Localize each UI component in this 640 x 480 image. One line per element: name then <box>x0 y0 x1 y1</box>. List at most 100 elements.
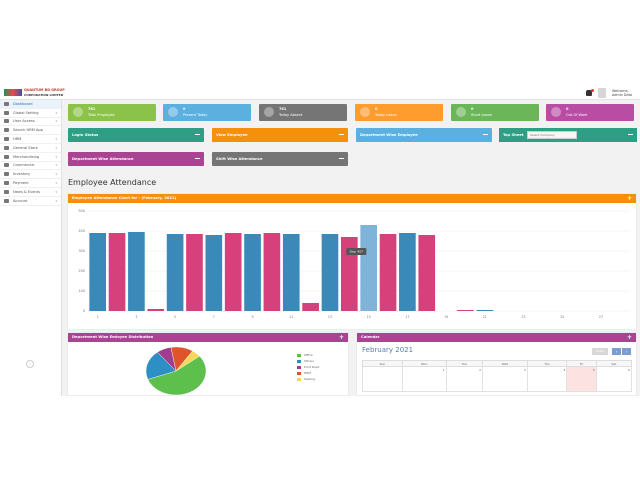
y-tick-label: 200 <box>79 269 85 273</box>
chart-bar[interactable] <box>147 309 165 311</box>
sidebar: Dashboard Global Setting ▾ User Access ▾ S… <box>0 100 62 396</box>
plus-icon[interactable]: + <box>626 195 632 202</box>
calendar-day[interactable]: 6 <box>595 366 633 392</box>
legend-item: Office <box>297 352 320 358</box>
sidebar-item-dashboard[interactable]: Dashboard <box>0 100 61 109</box>
box-icon <box>4 172 9 177</box>
chart-bar[interactable] <box>282 234 300 311</box>
calendar-today-button[interactable]: today <box>592 348 608 355</box>
chart-bar[interactable] <box>224 233 242 311</box>
calendar-day[interactable]: 5 <box>566 366 597 392</box>
users-icon <box>73 107 83 117</box>
stat-card-today-leave[interactable]: 0 Today Leave <box>355 104 443 121</box>
sidebar-item-label: Merchandising <box>13 154 40 159</box>
calendar-day[interactable]: 3 <box>482 366 528 392</box>
chart-bar[interactable] <box>108 233 126 311</box>
document-icon <box>551 107 561 117</box>
user-menu[interactable]: Welcome, Admin Data <box>586 87 632 99</box>
legend-label: Sewing <box>304 377 315 381</box>
login-status-button[interactable]: Login Status <box>68 128 204 142</box>
legend-label: Office <box>304 353 313 357</box>
y-tick-label: 400 <box>79 229 85 233</box>
sidebar-item-hrm[interactable]: HRM ▾ <box>0 135 61 144</box>
legend-label: Print Dept. <box>304 365 321 369</box>
sidebar-item-label: Global Setting <box>13 110 39 115</box>
legend-item: Others <box>297 358 320 364</box>
avatar[interactable] <box>598 88 607 98</box>
minus-icon <box>483 134 488 136</box>
chart-bar[interactable] <box>186 234 203 311</box>
chart-bar[interactable] <box>244 234 261 311</box>
shift-wise-attendance-button[interactable]: Shift Wise Attendance <box>212 152 348 166</box>
plus-icon[interactable]: + <box>338 334 344 341</box>
x-tick-label: 5 <box>174 315 176 319</box>
pie-slice[interactable] <box>146 351 177 380</box>
sidebar-item-payment[interactable]: Payment ▾ <box>0 179 61 188</box>
stat-value: 0 <box>566 107 569 111</box>
chevron-down-icon: ▾ <box>55 119 57 124</box>
sidebar-collapse-button[interactable]: ‹ <box>26 360 34 368</box>
stat-label: Today Leave <box>375 113 397 117</box>
sidebar-item-inventory[interactable]: Inventory ▾ <box>0 170 61 180</box>
sidebar-item-label: Dashboard <box>13 101 33 106</box>
calendar-day[interactable]: 1 <box>401 366 447 392</box>
department-wise-employee-button[interactable]: Department Wise Employee <box>356 128 492 142</box>
stat-card-present-today[interactable]: 0 Present Today <box>163 104 251 121</box>
chart-bar[interactable] <box>263 233 281 311</box>
stat-card-today-absent[interactable]: 761 Today Absent <box>259 104 347 121</box>
sidebar-item-global-setting[interactable]: Global Setting ▾ <box>0 109 61 118</box>
button-label: Department Wise Attendance <box>72 157 134 161</box>
sidebar-item-account[interactable]: Account ▾ <box>0 197 61 206</box>
app-window: QUANTUM BD GROUP CORPORATION LIMITED Wel… <box>0 86 640 396</box>
top-bar: QUANTUM BD GROUP CORPORATION LIMITED Wel… <box>0 86 640 100</box>
department-wise-attendance-button[interactable]: Department Wise Attendance <box>68 152 204 166</box>
chart-bar[interactable] <box>321 234 339 311</box>
sidebar-item-user-access[interactable]: User Access ▾ <box>0 118 61 127</box>
pie-slice[interactable] <box>175 350 200 372</box>
chart-bar[interactable] <box>89 233 107 311</box>
sidebar-item-search-hrm[interactable]: Search HRM App <box>0 126 61 136</box>
calendar-day[interactable]: 4 <box>526 366 568 392</box>
chevron-down-icon: ▾ <box>55 181 57 186</box>
chart-bar[interactable] <box>302 303 319 311</box>
minus-icon[interactable] <box>628 134 633 136</box>
y-tick-label: 100 <box>79 289 85 293</box>
calendar-day[interactable] <box>362 366 403 392</box>
plus-icon[interactable]: + <box>626 334 632 341</box>
legend-swatch <box>297 377 301 381</box>
company-logo[interactable]: QUANTUM BD GROUP CORPORATION LIMITED <box>4 88 66 98</box>
chevron-down-icon: ▾ <box>55 110 57 115</box>
sidebar-item-merchandising[interactable]: Merchandising ▾ <box>0 153 61 162</box>
minus-icon <box>195 158 200 160</box>
chart-bar[interactable] <box>340 237 358 311</box>
stat-card-short-leave[interactable]: 0 Short Leave <box>451 104 539 121</box>
chevron-down-icon: ▾ <box>55 198 57 203</box>
distribution-panel-header: Department Wise Emloyee Distribution + <box>68 333 348 342</box>
calendar-prev-button[interactable]: ‹ <box>612 348 621 355</box>
chart-bar[interactable] <box>476 310 494 311</box>
stat-card-total-employee[interactable]: 761 Total Employee <box>68 104 156 121</box>
bell-icon[interactable] <box>586 89 595 96</box>
chevron-down-icon: ▾ <box>55 163 57 168</box>
pie-slice[interactable] <box>147 355 207 396</box>
company-select[interactable]: Select Company <box>527 131 577 139</box>
chart-bar[interactable] <box>205 235 223 311</box>
sidebar-item-commercial[interactable]: Commercial ▾ <box>0 162 61 171</box>
chart-bar[interactable] <box>166 234 184 311</box>
calendar-day[interactable]: 2 <box>445 366 484 392</box>
chart-bar[interactable] <box>457 310 474 311</box>
x-tick-label: 13 <box>328 315 332 319</box>
sidebar-item-general-store[interactable]: General Store ▾ <box>0 144 61 153</box>
chart-bar[interactable] <box>128 232 145 311</box>
x-tick-label: 17 <box>405 315 409 319</box>
chart-bar[interactable] <box>399 233 416 311</box>
stat-card-out-of-work[interactable]: 0 Out Of Work <box>546 104 634 121</box>
calendar-next-button[interactable]: › <box>622 348 631 355</box>
view-employee-button[interactable]: View Employee <box>212 128 348 142</box>
chart-bar[interactable] <box>379 234 397 311</box>
chart-bar[interactable] <box>360 225 378 311</box>
legend-item: HRM <box>297 370 320 376</box>
chart-bar[interactable] <box>418 235 436 311</box>
sidebar-item-news-events[interactable]: News & Events ▾ <box>0 188 61 197</box>
